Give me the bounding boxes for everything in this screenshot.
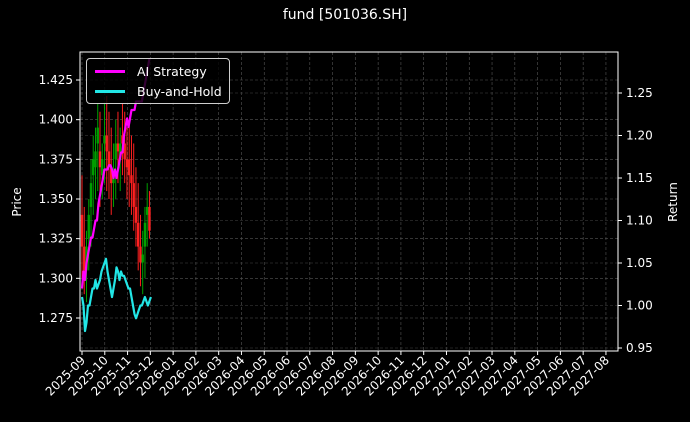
y-tick-label-right: 1.15 — [626, 171, 653, 185]
candle-body — [128, 159, 131, 176]
price-candles — [80, 95, 151, 303]
candle-body — [132, 183, 135, 207]
series-line-buy-and-hold — [80, 257, 152, 333]
legend-label-buy-and-hold: Buy-and-Hold — [137, 83, 222, 99]
candle-body — [107, 151, 111, 168]
candle-body — [110, 167, 113, 184]
y-tick-label-left: 1.275 — [39, 311, 73, 325]
y-tick-label-left: 1.350 — [39, 192, 73, 206]
candle-body — [134, 206, 138, 223]
y-tick-label-left: 1.425 — [39, 73, 73, 87]
candle-body — [123, 143, 126, 160]
y-tick-label-left: 1.375 — [39, 152, 73, 166]
y-tick-label-right: 0.95 — [626, 341, 653, 355]
candle-body — [89, 183, 93, 207]
x-axis: 2025-092025-102025-112025-122026-012026-… — [43, 351, 612, 399]
candle-body — [139, 246, 142, 263]
y-tick-label-right: 1.10 — [626, 214, 653, 228]
y-tick-label-left: 1.400 — [39, 113, 73, 127]
y-tick-label-right: 1.00 — [626, 299, 653, 313]
chart-title: fund [501036.SH] — [282, 7, 408, 23]
legend-item-buy-and-hold: Buy-and-Hold — [95, 81, 222, 101]
candle-body — [103, 135, 106, 144]
left-axis: 1.275 1.300 1.325 1.350 1.375 1.400 1.425 — [39, 73, 80, 325]
candle-body — [130, 175, 133, 184]
candle-body — [105, 135, 108, 152]
y-tick-label-left: 1.300 — [39, 271, 73, 285]
legend-swatch-buy-and-hold — [95, 89, 125, 93]
candle-body — [116, 143, 120, 152]
candle-body — [83, 246, 86, 271]
candle-body — [148, 206, 151, 231]
candle-body — [98, 151, 102, 168]
legend-label-ai-strategy: AI Strategy — [137, 63, 207, 79]
y-tick-label-right: 1.05 — [626, 256, 653, 270]
y-tick-label-left: 1.325 — [39, 232, 73, 246]
candle-body — [143, 222, 147, 247]
candle-body — [119, 143, 122, 160]
candle-body — [112, 175, 115, 184]
candle-body — [125, 159, 129, 168]
right-axis: 0.95 1.00 1.05 1.10 1.15 1.20 1.25 — [618, 86, 653, 355]
candle-body — [137, 222, 140, 247]
candle-body — [114, 143, 117, 160]
legend-item-ai-strategy: AI Strategy — [95, 61, 207, 81]
y-axis-label-right: Return — [666, 182, 680, 222]
legend: AI Strategy Buy-and-Hold — [86, 58, 230, 104]
legend-swatch-ai-strategy — [95, 69, 125, 73]
y-tick-label-right: 1.20 — [626, 129, 653, 143]
candle-body — [94, 151, 97, 168]
candle-body — [101, 159, 104, 176]
candle-body — [145, 206, 149, 215]
plot-frame — [79, 51, 619, 352]
y-axis-label-left: Price — [10, 187, 24, 216]
candle-body — [92, 159, 95, 176]
candle-body — [121, 135, 124, 144]
candle-body — [96, 127, 99, 144]
candle-body — [87, 214, 90, 239]
candle-body — [141, 254, 144, 263]
y-tick-label-right: 1.25 — [626, 86, 653, 100]
candle-body — [80, 214, 84, 247]
